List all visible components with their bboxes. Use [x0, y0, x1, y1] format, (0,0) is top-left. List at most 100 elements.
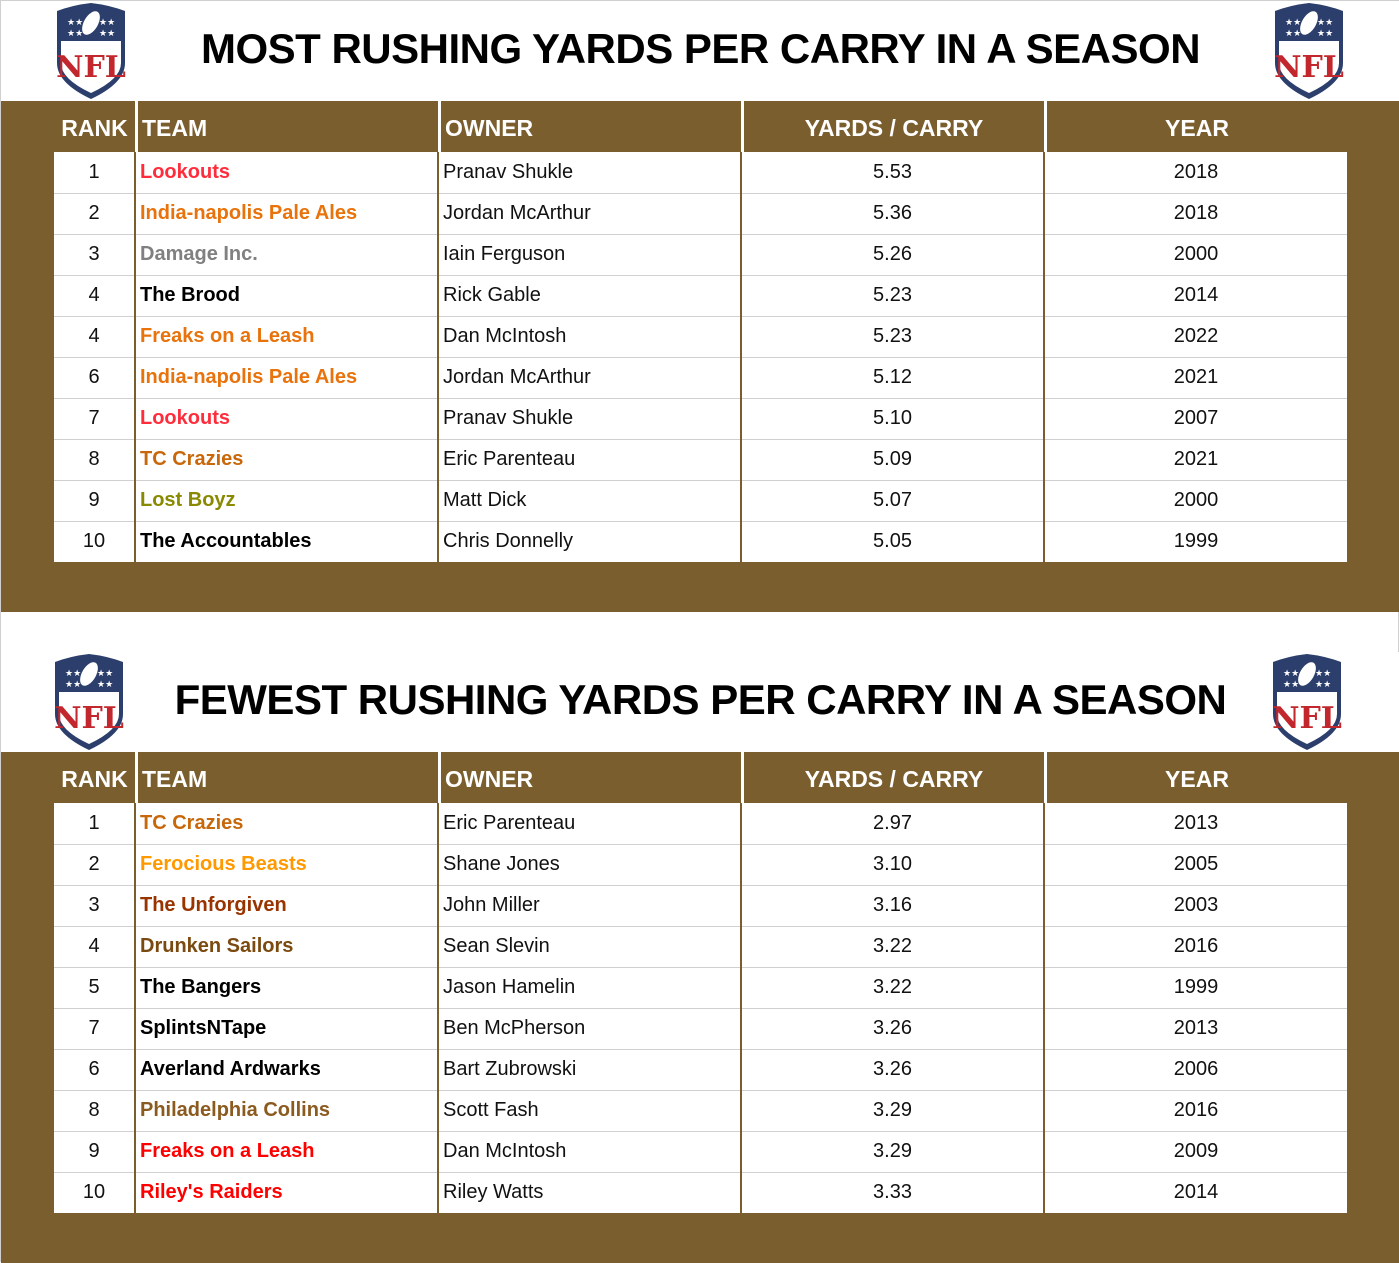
team-cell: TC Crazies [134, 803, 438, 845]
year-cell: 2018 [1043, 152, 1347, 194]
table-row: 10 The Accountables Chris Donnelly 5.05 … [54, 521, 1347, 562]
yards-per-carry-cell: 3.33 [740, 1172, 1044, 1213]
yards-per-carry-cell: 3.16 [740, 885, 1044, 927]
year-cell: 2022 [1043, 316, 1347, 358]
table-row: 7 SplintsNTape Ben McPherson 3.26 2013 [54, 1008, 1347, 1050]
yards-per-carry-cell: 5.07 [740, 480, 1044, 522]
year-cell: 2000 [1043, 480, 1347, 522]
team-cell: Riley's Raiders [134, 1172, 438, 1213]
rank-cell: 9 [54, 1131, 135, 1173]
rank-cell: 3 [54, 885, 135, 927]
team-cell: India-napolis Pale Ales [134, 357, 438, 399]
year-cell: 2021 [1043, 439, 1347, 481]
owner-cell: Dan McIntosh [437, 316, 741, 358]
rank-cell: 4 [54, 316, 135, 358]
yards-per-carry-cell: 5.05 [740, 521, 1044, 562]
svg-text:★★: ★★ [1315, 679, 1331, 689]
year-cell: 1999 [1043, 521, 1347, 562]
header-year: YEAR [1044, 101, 1347, 152]
owner-cell: Matt Dick [437, 480, 741, 522]
fewest-ypc-section: ★★ ★★ ★★ ★★ NFL FEWEST RUSHING YARDS PER CAR… [1, 652, 1399, 1263]
year-cell: 2005 [1043, 844, 1347, 886]
yards-per-carry-cell: 5.10 [740, 398, 1044, 440]
rank-cell: 7 [54, 398, 135, 440]
title-bar: ★★ ★★ ★★ ★★ NFL MOST RUSHING YARDS PER CARRY… [1, 1, 1399, 101]
year-cell: 2016 [1043, 1090, 1347, 1132]
owner-cell: Rick Gable [437, 275, 741, 317]
table-row: 4 Drunken Sailors Sean Slevin 3.22 2016 [54, 926, 1347, 968]
header-owner: OWNER [438, 101, 741, 152]
svg-text:★★: ★★ [67, 28, 83, 38]
yards-per-carry-cell: 3.26 [740, 1049, 1044, 1091]
owner-cell: Eric Parenteau [437, 439, 741, 481]
team-cell: Lookouts [134, 152, 438, 194]
svg-text:★★: ★★ [1315, 668, 1331, 678]
yards-per-carry-cell: 3.29 [740, 1090, 1044, 1132]
team-cell: The Brood [134, 275, 438, 317]
team-cell: The Bangers [134, 967, 438, 1009]
yards-per-carry-cell: 5.36 [740, 193, 1044, 235]
table-row: 6 India-napolis Pale Ales Jordan McArthu… [54, 357, 1347, 399]
table-row: 2 India-napolis Pale Ales Jordan McArthu… [54, 193, 1347, 235]
yards-per-carry-cell: 3.29 [740, 1131, 1044, 1173]
team-cell: Drunken Sailors [134, 926, 438, 968]
header-rank: RANK [61, 766, 128, 792]
year-cell: 2000 [1043, 234, 1347, 276]
svg-text:★★: ★★ [99, 28, 115, 38]
svg-text:★★: ★★ [97, 679, 113, 689]
rank-cell: 4 [54, 275, 135, 317]
team-cell: Lost Boyz [134, 480, 438, 522]
table-band: RANK TEAM OWNER YARDS / CARRY YEAR 1 Loo… [1, 101, 1399, 612]
team-cell: Averland Ardwarks [134, 1049, 438, 1091]
owner-cell: Eric Parenteau [437, 803, 741, 845]
owner-cell: Iain Ferguson [437, 234, 741, 276]
team-cell: Freaks on a Leash [134, 316, 438, 358]
table-row: 6 Averland Ardwarks Bart Zubrowski 3.26 … [54, 1049, 1347, 1091]
rank-cell: 6 [54, 1049, 135, 1091]
team-cell: Damage Inc. [134, 234, 438, 276]
owner-cell: Jason Hamelin [437, 967, 741, 1009]
year-cell: 2018 [1043, 193, 1347, 235]
rank-cell: 8 [54, 439, 135, 481]
team-cell: SplintsNTape [134, 1008, 438, 1050]
yards-per-carry-cell: 5.09 [740, 439, 1044, 481]
owner-cell: Bart Zubrowski [437, 1049, 741, 1091]
table-header: RANK TEAM OWNER YARDS / CARRY YEAR [54, 101, 1347, 152]
svg-text:★★: ★★ [1283, 668, 1299, 678]
rank-cell: 10 [82, 530, 106, 553]
team-cell: The Unforgiven [134, 885, 438, 927]
table-row: 1 Lookouts Pranav Shukle 5.53 2018 [54, 152, 1347, 194]
nfl-logo-icon: ★★ ★★ ★★ ★★ NFL [1271, 3, 1347, 99]
team-cell: India-napolis Pale Ales [134, 193, 438, 235]
svg-text:NFL: NFL [1272, 701, 1342, 736]
table-row: 9 Lost Boyz Matt Dick 5.07 2000 [54, 480, 1347, 522]
yards-per-carry-cell: 3.26 [740, 1008, 1044, 1050]
table-row: 8 Philadelphia Collins Scott Fash 3.29 2… [54, 1090, 1347, 1132]
svg-text:★★: ★★ [99, 17, 115, 27]
svg-text:NFL: NFL [1274, 50, 1344, 85]
yards-per-carry-cell: 2.97 [740, 803, 1044, 845]
header-yards-per-carry: YARDS / CARRY [741, 752, 1044, 803]
svg-text:★★: ★★ [1283, 679, 1299, 689]
year-cell: 1999 [1043, 967, 1347, 1009]
svg-text:NFL: NFL [56, 50, 126, 85]
year-cell: 2016 [1043, 926, 1347, 968]
rank-cell: 2 [54, 193, 135, 235]
year-cell: 2021 [1043, 357, 1347, 399]
owner-cell: Scott Fash [437, 1090, 741, 1132]
year-cell: 2007 [1043, 398, 1347, 440]
header-rank: RANK [61, 115, 128, 141]
owner-cell: Dan McIntosh [437, 1131, 741, 1173]
header-owner: OWNER [438, 752, 741, 803]
team-cell: Lookouts [134, 398, 438, 440]
owner-cell: Jordan McArthur [437, 193, 741, 235]
year-cell: 2014 [1043, 275, 1347, 317]
rank-cell: 2 [54, 844, 135, 886]
owner-cell: Pranav Shukle [437, 152, 741, 194]
year-cell: 2013 [1043, 1008, 1347, 1050]
table-row: 5 The Bangers Jason Hamelin 3.22 1999 [54, 967, 1347, 1009]
table-row: 4 Freaks on a Leash Dan McIntosh 5.23 20… [54, 316, 1347, 358]
yards-per-carry-cell: 5.26 [740, 234, 1044, 276]
page-title: FEWEST RUSHING YARDS PER CARRY IN A SEAS… [174, 676, 1227, 723]
rank-cell: 3 [54, 234, 135, 276]
